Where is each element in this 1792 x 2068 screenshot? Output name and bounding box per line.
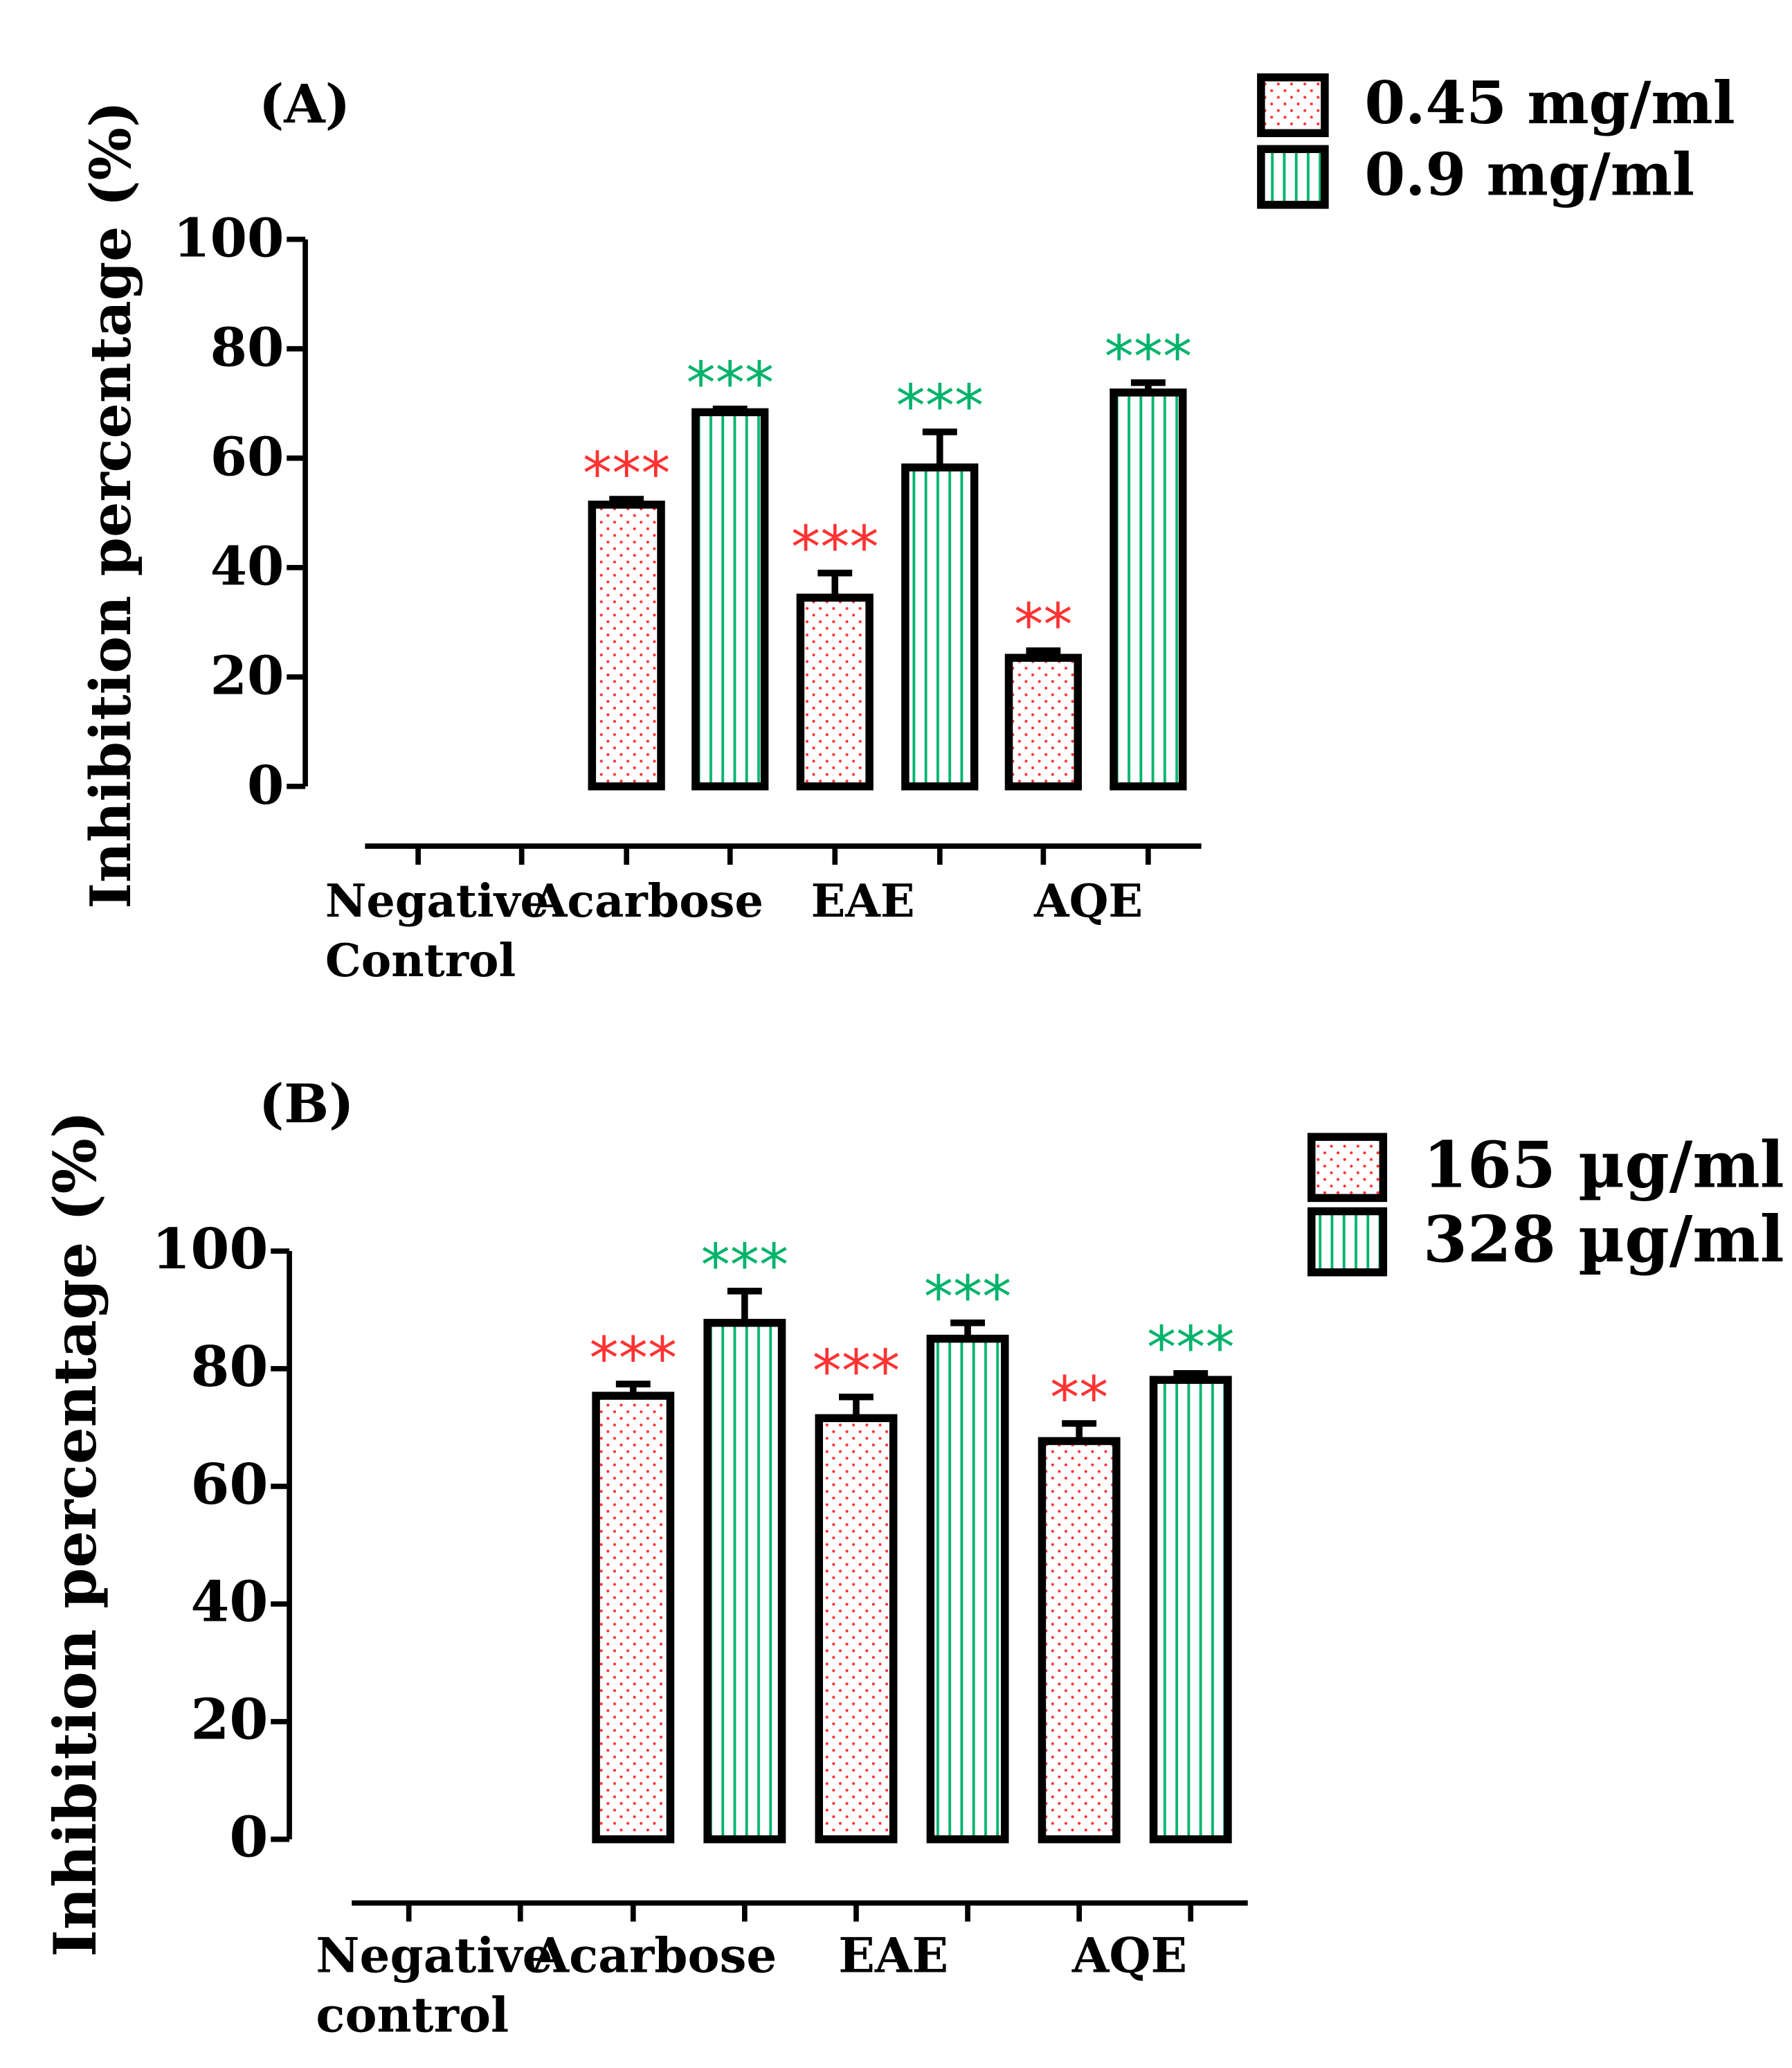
x-category-label: AQE [1033, 875, 1143, 928]
significance-label: *** [583, 440, 671, 507]
significance-label: *** [924, 1264, 1012, 1331]
legend-label: 328 µg/ml [1423, 1202, 1784, 1277]
bar [796, 593, 874, 791]
bar [703, 1318, 786, 1844]
bar [1110, 388, 1187, 791]
bar [901, 463, 979, 791]
significance-label: ** [1050, 1364, 1108, 1432]
y-tick-label: 40 [210, 536, 284, 598]
panel-label: (A) [259, 73, 350, 136]
y-tick-label: 20 [190, 1687, 268, 1752]
bar [926, 1334, 1009, 1844]
y-tick-label: 80 [190, 1333, 268, 1399]
legend-swatch [1307, 1207, 1388, 1277]
bar [588, 501, 665, 791]
y-tick-label: 0 [229, 1804, 268, 1870]
x-category-label: EAE [811, 875, 915, 928]
legend-swatch [1257, 145, 1329, 209]
bar [691, 408, 769, 791]
x-category-label: EAE [838, 1927, 948, 1984]
significance-label: *** [813, 1338, 900, 1405]
x-category-label: Negative [316, 1927, 552, 1984]
x-category-label: Acarbose [532, 875, 763, 928]
significance-label: *** [589, 1324, 677, 1392]
x-category-label: Control [325, 935, 516, 987]
significance-label: *** [1105, 323, 1193, 391]
y-tick-label: 100 [152, 1216, 268, 1282]
y-axis-title: Inhibition percentage (%) [78, 101, 143, 909]
y-tick-label: 20 [210, 645, 284, 708]
legend-label: 0.45 mg/ml [1364, 69, 1735, 137]
bar [592, 1392, 675, 1844]
x-category-label: control [316, 1988, 509, 2044]
y-tick-label: 80 [210, 317, 284, 379]
panel-label: (B) [259, 1073, 354, 1135]
bar [1149, 1376, 1232, 1844]
x-category-label: AQE [1071, 1927, 1187, 1984]
y-tick-label: 40 [190, 1569, 268, 1635]
significance-label: *** [896, 372, 984, 440]
y-axis-title: Inhibition percentage (%) [41, 1111, 109, 1957]
chart-panel-b: (B) Inhibition percentage (%) 0 20 40 60 80 100… [41, 1073, 1784, 2044]
y-tick-label: 100 [173, 208, 284, 270]
legend-label: 0.9 mg/ml [1364, 140, 1694, 208]
y-tick-label: 60 [210, 426, 284, 489]
y-tick-label: 0 [247, 755, 284, 817]
bar [815, 1414, 898, 1844]
y-tick-label: 60 [190, 1451, 268, 1517]
chart-panel-a: (A) Inhibition percentage (%) 0 20 40 60 80 100… [78, 69, 1735, 987]
x-category-label: Acarbose [532, 1927, 777, 1984]
legend-swatch [1257, 73, 1329, 138]
x-category-label: Negative [325, 875, 549, 928]
significance-label: *** [1147, 1314, 1235, 1382]
significance-label: *** [701, 1232, 789, 1300]
legend-label: 165 µg/ml [1423, 1127, 1784, 1202]
significance-label: *** [686, 350, 774, 417]
bar [1038, 1437, 1121, 1844]
legend-swatch [1307, 1133, 1388, 1203]
significance-label: *** [791, 514, 879, 582]
bar [1004, 654, 1082, 791]
significance-label: ** [1014, 591, 1072, 659]
